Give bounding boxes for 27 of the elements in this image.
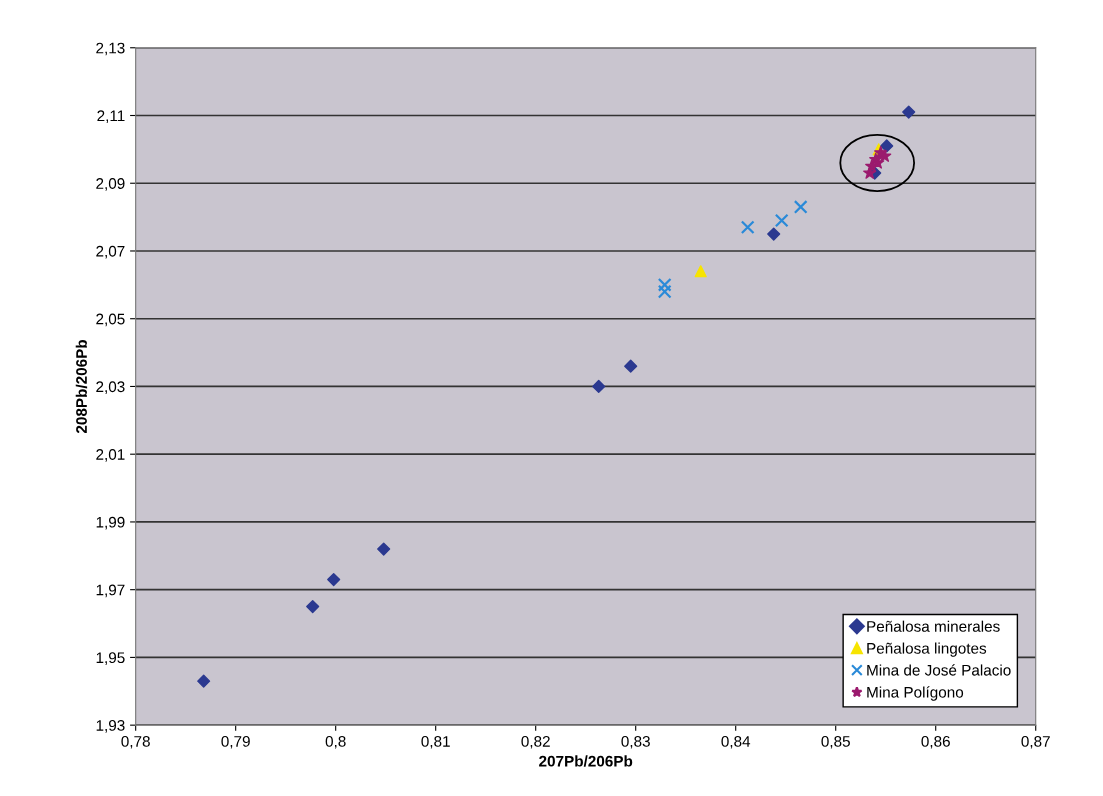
- x-tick-label: 0,85: [821, 735, 850, 749]
- y-tick-label: 2,11: [97, 110, 125, 123]
- y-axis-title: 208Pb/206Pb: [75, 339, 88, 434]
- legend-label: Mina de José Palacio: [867, 664, 1011, 676]
- y-tick-label: 2,05: [96, 313, 125, 327]
- y-tick-label: 2,03: [96, 381, 125, 394]
- y-tick-label: 2,13: [96, 42, 125, 56]
- y-tick-label: 1,95: [96, 652, 125, 665]
- legend-label: Peñalosa lingotes: [867, 642, 987, 657]
- y-tick-label: 1,99: [96, 516, 125, 530]
- legend-label: Mina Polígono: [867, 686, 964, 701]
- x-tick-label: 0,86: [921, 735, 950, 749]
- y-tick-label: 2,07: [96, 245, 125, 259]
- x-tick-label: 0,83: [621, 735, 650, 749]
- x-tick-label: 0,78: [121, 735, 150, 749]
- x-tick-label: 0,82: [521, 735, 550, 749]
- legend-label: Peñalosa minerales: [867, 620, 1000, 632]
- x-axis-title: 207Pb/206Pb: [539, 755, 633, 767]
- x-tick-label: 0,8: [325, 735, 346, 749]
- y-tick-label: 1,93: [96, 720, 125, 733]
- x-tick-label: 0,81: [421, 735, 450, 749]
- y-tick-label: 2,01: [96, 449, 125, 462]
- y-tick-label: 2,09: [96, 178, 125, 191]
- x-tick-label: 0,87: [1021, 735, 1050, 749]
- x-tick-label: 0,84: [721, 735, 751, 749]
- y-tick-label: 1,97: [96, 584, 125, 598]
- x-tick-label: 0,79: [221, 735, 250, 749]
